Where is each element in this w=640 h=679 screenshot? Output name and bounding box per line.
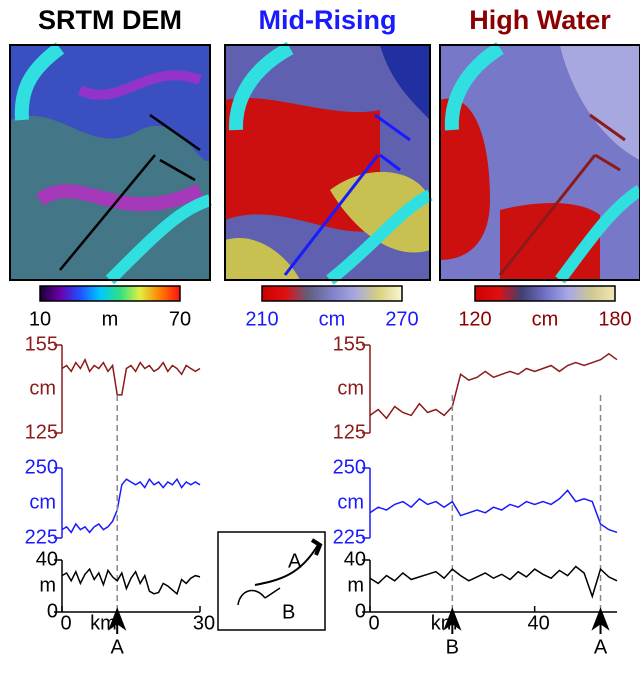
x-tick-label: 0 xyxy=(60,612,71,634)
y-tick-label: 40 xyxy=(344,548,366,570)
y-axis-label: cm xyxy=(29,377,56,399)
profile-line xyxy=(369,489,618,534)
profile-line xyxy=(61,357,201,396)
y-axis-label: cm xyxy=(29,491,56,513)
y-tick-label: 0 xyxy=(355,600,366,622)
x-tick-label: 40 xyxy=(528,612,550,634)
colorbar-tick-label: 120 xyxy=(458,308,491,330)
y-axis-label: cm xyxy=(337,491,364,513)
x-tick-label: 0 xyxy=(368,612,379,634)
y-axis-label: m xyxy=(347,574,364,596)
y-tick-label: 155 xyxy=(25,333,58,355)
profile-line xyxy=(369,565,618,599)
y-tick-label: 250 xyxy=(25,456,58,478)
inset-label: B xyxy=(282,601,295,623)
colorbar-unit: cm xyxy=(532,308,559,330)
y-axis-label: m xyxy=(39,574,56,596)
marker-arrow xyxy=(108,607,127,634)
map-panel xyxy=(9,42,213,285)
profile-line xyxy=(61,477,201,534)
colorbar-unit: cm xyxy=(319,308,346,330)
colorbar xyxy=(474,285,616,302)
y-tick-label: 40 xyxy=(36,548,58,570)
map-title: High Water xyxy=(469,5,611,35)
colorbar-tick-label: 180 xyxy=(598,308,631,330)
y-tick-label: 0 xyxy=(47,600,58,622)
map-panel xyxy=(224,41,433,285)
colorbar-tick-label: 10 xyxy=(29,308,51,330)
profile-line xyxy=(61,567,201,596)
marker-label: B xyxy=(446,636,459,658)
y-tick-label: 250 xyxy=(333,456,366,478)
profile-line xyxy=(369,352,618,420)
y-tick-label: 225 xyxy=(25,526,58,548)
colorbar-tick-label: 270 xyxy=(385,308,418,330)
marker-label: A xyxy=(111,636,125,658)
marker-arrow xyxy=(591,607,610,634)
map-panel xyxy=(439,42,640,284)
y-tick-label: 225 xyxy=(333,526,366,548)
y-axis-label: cm xyxy=(337,377,364,399)
colorbar-unit: m xyxy=(102,308,119,330)
colorbar xyxy=(261,285,403,302)
marker-label: A xyxy=(594,636,608,658)
marker-arrow xyxy=(443,607,462,634)
inset-label: A xyxy=(288,550,302,572)
y-tick-label: 125 xyxy=(25,421,58,443)
y-tick-label: 125 xyxy=(333,421,366,443)
x-tick-label: 30 xyxy=(193,612,215,634)
colorbar-tick-label: 210 xyxy=(245,308,278,330)
inset: A B xyxy=(217,531,326,631)
map-title: SRTM DEM xyxy=(38,5,182,35)
colorbar-tick-label: 70 xyxy=(169,308,191,330)
map-title: Mid-Rising xyxy=(259,5,397,35)
y-tick-label: 155 xyxy=(333,333,366,355)
colorbar xyxy=(39,285,181,302)
